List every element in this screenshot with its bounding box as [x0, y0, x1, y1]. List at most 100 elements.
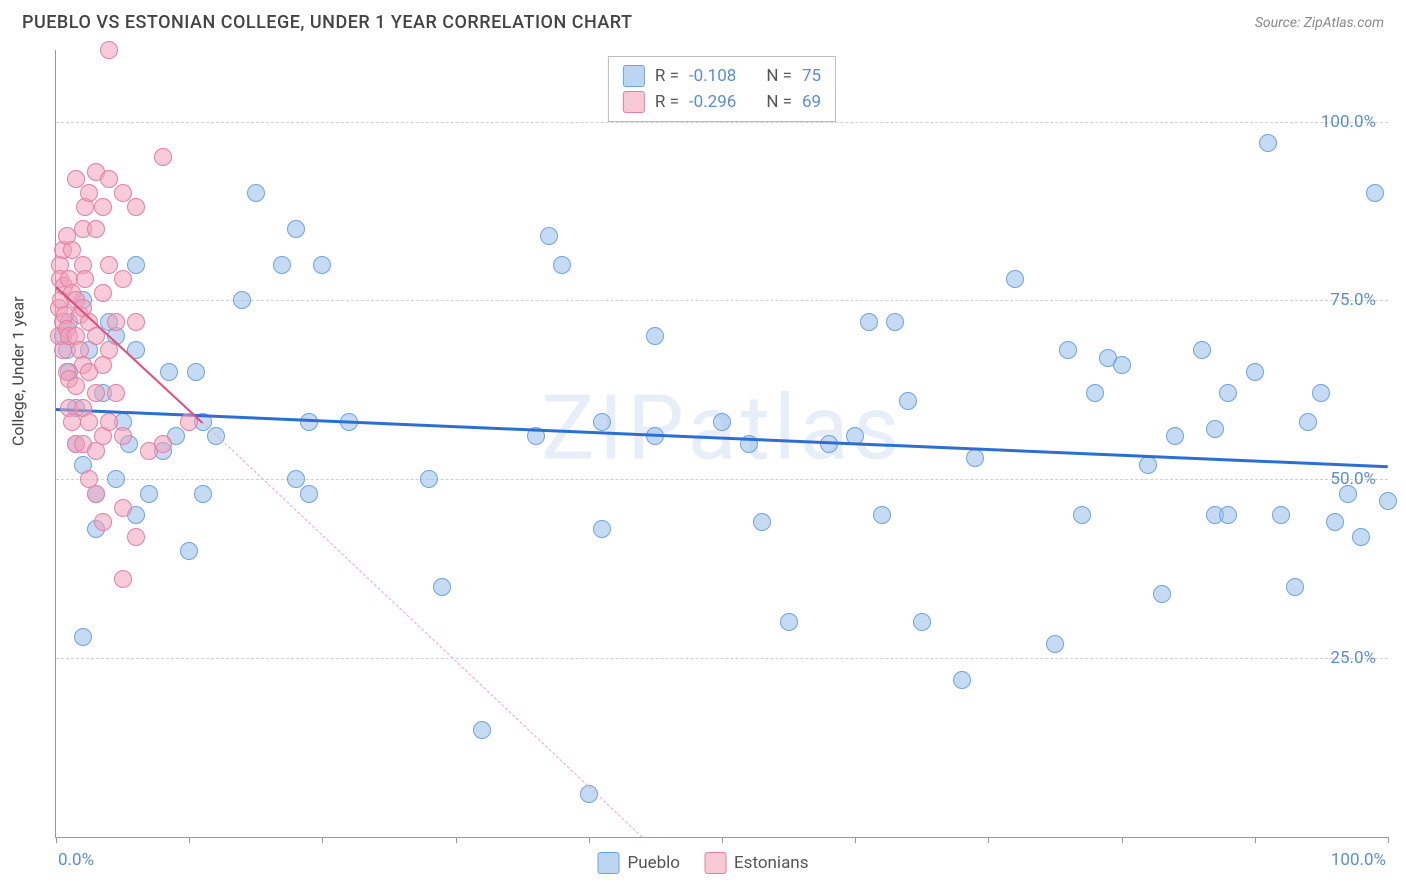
data-point [194, 485, 212, 503]
grid-line [56, 658, 1388, 659]
legend-item: Pueblo [598, 852, 681, 874]
source-attribution: Source: ZipAtlas.com [1255, 15, 1384, 31]
chart-title: PUEBLO VS ESTONIAN COLLEGE, UNDER 1 YEAR… [22, 12, 633, 33]
data-point [1259, 134, 1277, 152]
data-point [1219, 506, 1237, 524]
data-point [1113, 356, 1131, 374]
n-value: 69 [802, 92, 821, 112]
x-tick [722, 837, 723, 843]
r-label: R = [655, 92, 679, 112]
data-point [420, 470, 438, 488]
legend-swatch [598, 852, 620, 874]
data-point [1153, 585, 1171, 603]
x-tick [1122, 837, 1123, 843]
data-point [1086, 384, 1104, 402]
y-tick-label: 75.0% [1330, 290, 1376, 310]
data-point [127, 198, 145, 216]
data-point [180, 542, 198, 560]
x-axis-max-label: 100.0% [1331, 850, 1386, 870]
legend-swatch [623, 65, 645, 87]
legend-label: Estonians [734, 853, 808, 873]
y-tick-label: 100.0% [1321, 112, 1376, 132]
x-tick [855, 837, 856, 843]
x-tick [589, 837, 590, 843]
data-point [753, 513, 771, 531]
data-point [1366, 184, 1384, 202]
x-tick [322, 837, 323, 843]
data-point [100, 413, 118, 431]
legend-swatch [704, 852, 726, 874]
data-point [247, 184, 265, 202]
data-point [300, 485, 318, 503]
data-point [114, 270, 132, 288]
data-point [1059, 341, 1077, 359]
grid-line [56, 300, 1388, 301]
data-point [553, 256, 571, 274]
data-point [287, 220, 305, 238]
data-point [1312, 384, 1330, 402]
series-legend: Pueblo Estonians [598, 852, 809, 874]
data-point [1352, 528, 1370, 546]
data-point [273, 256, 291, 274]
data-point [80, 184, 98, 202]
r-label: R = [655, 66, 679, 86]
x-axis-min-label: 0.0% [58, 850, 94, 870]
data-point [593, 413, 611, 431]
n-value: 75 [802, 66, 821, 86]
data-point [713, 413, 731, 431]
data-point [87, 384, 105, 402]
data-point [140, 485, 158, 503]
data-point [1219, 384, 1237, 402]
data-point [100, 256, 118, 274]
data-point [313, 256, 331, 274]
x-tick [1388, 837, 1389, 843]
data-point [1206, 420, 1224, 438]
y-axis-label: College, Under 1 year [9, 296, 28, 446]
data-point [966, 449, 984, 467]
data-point [1326, 513, 1344, 531]
legend-item: Estonians [704, 852, 808, 874]
data-point [646, 327, 664, 345]
data-point [94, 284, 112, 302]
data-point [114, 427, 132, 445]
legend-swatch [623, 91, 645, 113]
data-point [87, 220, 105, 238]
data-point [899, 392, 917, 410]
data-point [100, 170, 118, 188]
data-point [1006, 270, 1024, 288]
data-point [593, 520, 611, 538]
n-label: N = [766, 66, 792, 86]
data-point [127, 528, 145, 546]
data-point [1379, 492, 1397, 510]
r-value: -0.108 [689, 66, 736, 86]
data-point [107, 384, 125, 402]
data-point [114, 570, 132, 588]
data-point [873, 506, 891, 524]
data-point [860, 313, 878, 331]
data-point [540, 227, 558, 245]
data-point [953, 671, 971, 689]
data-point [80, 413, 98, 431]
data-point [114, 184, 132, 202]
data-point [1046, 635, 1064, 653]
data-point [1272, 506, 1290, 524]
data-point [1286, 578, 1304, 596]
data-point [67, 377, 85, 395]
data-point [1073, 506, 1091, 524]
data-point [780, 613, 798, 631]
data-point [1139, 456, 1157, 474]
x-tick [56, 837, 57, 843]
stats-row: R =-0.296N =69 [623, 89, 821, 115]
data-point [160, 363, 178, 381]
data-point [1246, 363, 1264, 381]
data-point [233, 291, 251, 309]
data-point [94, 513, 112, 531]
data-point [1339, 485, 1357, 503]
data-point [107, 313, 125, 331]
legend-label: Pueblo [628, 853, 681, 873]
y-tick-label: 25.0% [1330, 648, 1376, 668]
x-tick [189, 837, 190, 843]
data-point [287, 470, 305, 488]
data-point [154, 148, 172, 166]
data-point [1193, 341, 1211, 359]
